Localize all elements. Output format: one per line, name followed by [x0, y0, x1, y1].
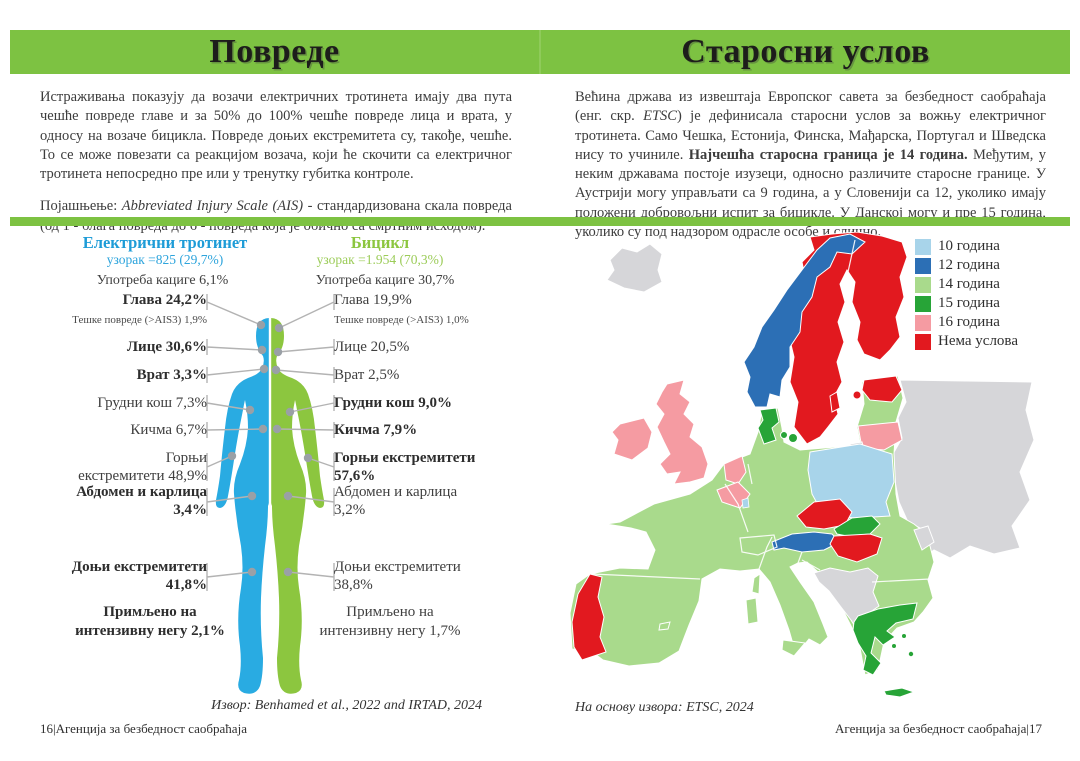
- map-island-rhodes: [908, 651, 914, 657]
- label-scooter-chest: Грудни кош 7,3%: [97, 395, 207, 411]
- legend-swatch-none: [915, 333, 931, 350]
- map-country-luxembourg: [741, 497, 750, 509]
- body-half-scooter: [215, 318, 269, 694]
- intro-age-condition: Већина држава из извештаја Европског сав…: [575, 88, 1046, 255]
- column-sample-scooter: узорак =825 (29,7%): [106, 252, 224, 267]
- label-scooter-neck: Врат 3,3%: [136, 367, 207, 383]
- map-source: На основу извора: ETSC, 2024: [575, 700, 754, 715]
- label-bicycle-spine: Кичма 7,9%: [334, 422, 418, 438]
- map-island-saaremaa: [852, 390, 862, 400]
- map-legend: 10 година 12 година 14 година 15 година …: [915, 238, 1018, 352]
- intro-age-paragraph: Већина држава из извештаја Европског сав…: [575, 89, 1046, 240]
- europe-age-map: [569, 232, 1035, 698]
- label-bicycle-head-text: Глава 19,9%: [334, 292, 412, 308]
- legend-label-15: 15 година: [938, 295, 1000, 311]
- label-scooter-face: Лице 30,6%: [126, 339, 207, 355]
- label-scooter-head: Глава 24,2% Тешке повреде (>AIS3) 1,9%: [40, 291, 207, 329]
- map-country-portugal: [571, 573, 607, 661]
- legend-label-14: 14 година: [938, 276, 1000, 292]
- map-border-lines: [591, 239, 931, 583]
- map-island-crete: [883, 687, 916, 698]
- connector-dots: [227, 320, 313, 577]
- label-bicycle-head: Глава 19,9% Тешке повреде (>AIS3) 1,0%: [334, 291, 499, 329]
- connector-lines: [206, 294, 335, 591]
- map-country-ireland: [611, 417, 653, 461]
- legend-swatch-10: [915, 238, 931, 255]
- label-scooter-icu: Примљено на интензивну негу 2,1%: [75, 604, 225, 639]
- label-scooter-lower: Доњи екстремитети 41,8%: [71, 559, 207, 593]
- map-island-zealand: [788, 433, 798, 443]
- legend-row-10: 10 година: [915, 238, 1018, 255]
- legend-swatch-14: [915, 276, 931, 293]
- legend-row-none: Нема услова: [915, 333, 1018, 350]
- map-country-denmark: [757, 407, 780, 445]
- map-island-sicily: [781, 639, 806, 657]
- map-country-czechia: [796, 498, 853, 530]
- column-title-bicycle: Бицикл: [350, 233, 410, 252]
- label-bicycle-icu: Примљено на интензивну негу 1,7%: [319, 604, 461, 639]
- label-bicycle-neck: Врат 2,5%: [334, 367, 400, 383]
- helmet-use-scooter: Употреба кациге 6,1%: [96, 273, 229, 288]
- header-bar: Повреде Старосни услов: [10, 30, 1070, 74]
- map-country-iceland: [606, 243, 663, 293]
- header-right: Старосни услов: [541, 30, 1070, 74]
- legend-label-12: 12 година: [938, 257, 1000, 273]
- figure-source: Извор: Benhamed et al., 2022 and IRTAD, …: [211, 698, 482, 713]
- legend-label-none: Нема услова: [938, 333, 1018, 349]
- map-country-moldova: [913, 525, 935, 551]
- page-title-injuries: Повреде: [209, 33, 340, 70]
- map-country-greece: [852, 602, 918, 676]
- footer-page-left: 16|Агенција за безбедност саобраћаја: [40, 721, 247, 736]
- map-country-slovakia: [833, 515, 881, 537]
- legend-label-16: 16 година: [938, 314, 1000, 330]
- label-bicycle-abdomen: Абдомен и карлица 3,2%: [334, 484, 458, 518]
- legend-swatch-15: [915, 295, 931, 312]
- map-region-east-grey: [892, 379, 1035, 559]
- label-scooter-spine: Кичма 6,7%: [130, 422, 207, 438]
- label-scooter-head-sub: Тешке повреде (>AIS3) 1,9%: [72, 314, 207, 326]
- map-country-uk: [655, 379, 709, 485]
- body-half-bicycle: [271, 318, 325, 694]
- label-scooter-abdomen: Абдомен и карлица 3,4%: [76, 484, 207, 518]
- label-bicycle-lower: Доњи екстремитети 38,8%: [334, 559, 461, 593]
- map-country-estonia: [861, 375, 903, 403]
- legend-row-15: 15 година: [915, 295, 1018, 312]
- map-island-sardinia: [745, 597, 759, 625]
- map-island-gotland: [829, 391, 841, 413]
- label-bicycle-face: Лице 20,5%: [334, 339, 410, 355]
- label-scooter-head-text: Глава 24,2%: [122, 292, 207, 308]
- label-bicycle-chest: Грудни кош 9,0%: [334, 395, 453, 411]
- page-title-age-condition: Старосни услов: [681, 33, 930, 70]
- map-island-aegean1: [892, 644, 896, 648]
- map-country-hungary: [829, 533, 883, 563]
- column-title-scooter: Електрични тротинет: [82, 233, 248, 252]
- map-island-aegean2: [902, 634, 906, 638]
- legend-label-10: 10 година: [938, 238, 1000, 254]
- map-country-netherlands: [723, 455, 747, 485]
- header-divider: [539, 30, 541, 74]
- label-scooter-upper: Горњи екстремитети 48,9%: [78, 450, 207, 484]
- map-island-corsica: [751, 573, 761, 595]
- section-divider: [10, 217, 1070, 226]
- map-country-poland: [807, 443, 895, 519]
- label-bicycle-head-sub: Тешке повреде (>AIS3) 1,0%: [334, 314, 469, 326]
- body-figure-diagram: [206, 294, 335, 694]
- header-left: Повреде: [10, 30, 539, 74]
- footer-page-right: Агенција за безбедност саобраћаја|17: [835, 721, 1042, 736]
- legend-swatch-16: [915, 314, 931, 331]
- map-island-balearics: [658, 621, 671, 631]
- column-sample-bicycle: узорак =1.954 (70,3%): [316, 252, 444, 267]
- helmet-use-bicycle: Употреба кациге 30,7%: [315, 273, 455, 288]
- legend-swatch-12: [915, 257, 931, 274]
- label-bicycle-upper: Горњи екстремитети 57,6%: [334, 450, 476, 484]
- map-island-funen: [780, 431, 788, 439]
- legend-row-14: 14 година: [915, 276, 1018, 293]
- intro-injuries-paragraph: Истраживања показују да возачи електричн…: [40, 89, 512, 183]
- legend-row-12: 12 година: [915, 257, 1018, 274]
- legend-row-16: 16 година: [915, 314, 1018, 331]
